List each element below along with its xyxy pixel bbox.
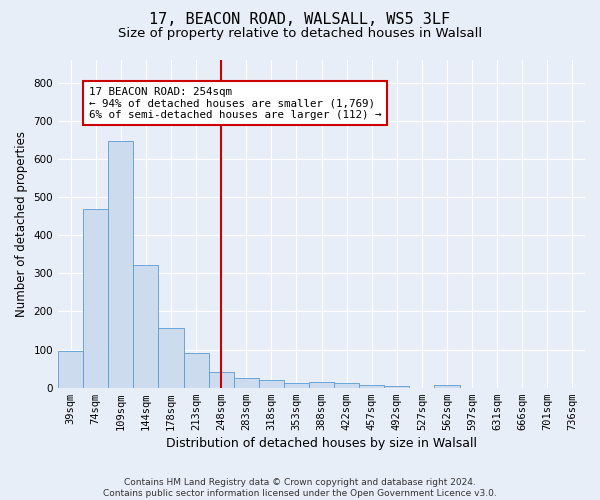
Bar: [158, 328, 184, 388]
Bar: [108, 141, 133, 388]
Bar: [309, 382, 334, 388]
Text: 17, BEACON ROAD, WALSALL, WS5 3LF: 17, BEACON ROAD, WALSALL, WS5 3LF: [149, 12, 451, 28]
Bar: [434, 385, 460, 388]
Bar: [58, 352, 83, 388]
Text: 17 BEACON ROAD: 254sqm
← 94% of detached houses are smaller (1,769)
6% of semi-d: 17 BEACON ROAD: 254sqm ← 94% of detached…: [89, 86, 381, 120]
X-axis label: Distribution of detached houses by size in Walsall: Distribution of detached houses by size …: [166, 437, 477, 450]
Bar: [359, 384, 384, 388]
Bar: [209, 372, 233, 388]
Bar: [83, 208, 108, 388]
Bar: [233, 378, 259, 388]
Bar: [384, 386, 409, 388]
Text: Contains HM Land Registry data © Crown copyright and database right 2024.
Contai: Contains HM Land Registry data © Crown c…: [103, 478, 497, 498]
Bar: [133, 264, 158, 388]
Bar: [284, 382, 309, 388]
Bar: [184, 352, 209, 388]
Bar: [259, 380, 284, 388]
Y-axis label: Number of detached properties: Number of detached properties: [15, 131, 28, 317]
Text: Size of property relative to detached houses in Walsall: Size of property relative to detached ho…: [118, 28, 482, 40]
Bar: [334, 383, 359, 388]
